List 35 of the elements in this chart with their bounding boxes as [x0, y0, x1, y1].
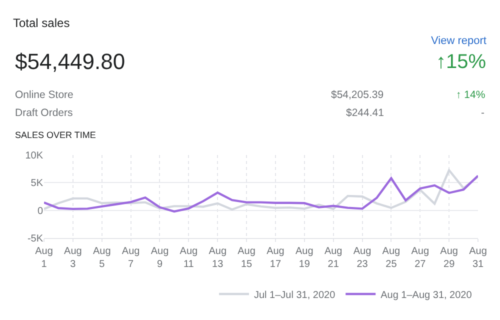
text: ↑ 14% — [456, 89, 486, 101]
x-tick-label: Aug 21 — [324, 246, 342, 270]
text: SALES OVER TIME — [15, 130, 96, 140]
legend-label: Jul 1–Jul 31, 2020 — [254, 290, 336, 301]
y-tick-label: -5K — [27, 234, 44, 244]
x-tick-label: Aug 1 — [35, 246, 53, 270]
line-series — [44, 174, 478, 213]
text: View report — [431, 35, 486, 47]
x-tick-label: Aug 13 — [208, 246, 226, 270]
text: Online Store — [15, 89, 74, 101]
text: ↑15% — [436, 51, 486, 73]
x-tick-label: Aug 5 — [92, 246, 111, 270]
y-tick-label: 5K — [30, 178, 44, 190]
y-tick-label: 0 — [37, 206, 44, 217]
text: $54,449.80 — [15, 49, 126, 74]
y-tick-label: 10K — [25, 150, 44, 162]
x-tick-label: Aug 31 — [469, 246, 487, 270]
text: - — [481, 107, 485, 119]
x-tick-label: Aug 29 — [440, 246, 458, 270]
text: $54,205.39 — [331, 89, 384, 101]
x-tick-label: Aug 15 — [238, 246, 256, 270]
x-tick-label: Aug 27 — [411, 246, 430, 270]
x-tick-label: Aug 3 — [64, 246, 82, 270]
text: Draft Orders — [15, 107, 73, 119]
x-tick-label: Aug 7 — [122, 246, 140, 270]
text: $244.41 — [346, 107, 384, 119]
x-tick-label: Aug 23 — [353, 246, 372, 270]
chart-title: Total sales — [13, 16, 70, 30]
x-tick-label: Aug 9 — [150, 246, 169, 270]
x-tick-label: Aug 25 — [382, 246, 400, 270]
x-tick-label: Aug 17 — [266, 246, 284, 270]
x-tick-label: Aug 19 — [296, 246, 314, 270]
x-tick-label: Aug 11 — [180, 246, 198, 270]
line-series — [44, 169, 478, 211]
legend-label: Aug 1–Aug 31, 2020 — [380, 290, 472, 301]
